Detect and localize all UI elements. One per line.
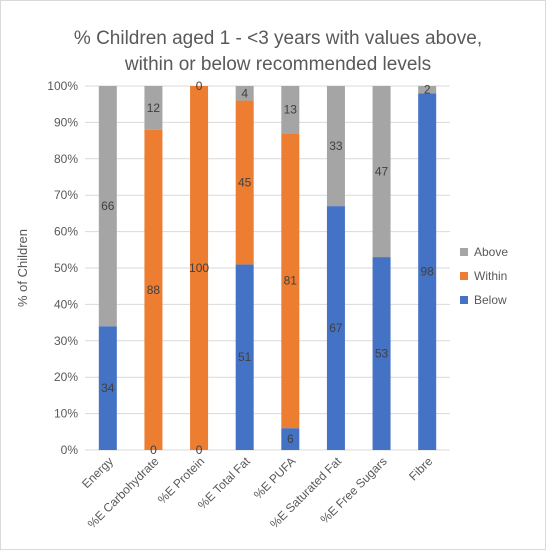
chart-title-line-1: % Children aged 1 - <3 years with values…	[74, 28, 482, 49]
bar-segment-within	[190, 86, 209, 450]
data-label-below: 67	[329, 321, 343, 335]
legend-label-below: Below	[474, 293, 507, 307]
data-label-below: 51	[238, 350, 252, 364]
x-tick-label: Energy	[79, 454, 116, 491]
data-label-above: 66	[101, 199, 115, 213]
y-tick-label: 60%	[54, 225, 78, 239]
y-tick-label: 90%	[54, 115, 78, 129]
y-tick-labels: 0% 10% 20% 30% 40% 50% 60% 70% 80% 90% 100%	[47, 79, 78, 457]
bar-segment-within	[281, 133, 300, 429]
y-tick-label: 20%	[54, 370, 78, 384]
bar-segment-below	[98, 326, 117, 450]
data-label-within: 88	[147, 283, 161, 297]
y-tick-label: 70%	[54, 188, 78, 202]
y-tick-label: 30%	[54, 334, 78, 348]
data-label-below: 0	[196, 443, 203, 457]
y-tick-label: 40%	[54, 297, 78, 311]
y-tick-label: 50%	[54, 261, 78, 275]
data-label-within: 100	[189, 261, 209, 275]
bar-segment-above	[281, 86, 300, 134]
bar-segment-within	[235, 100, 254, 265]
data-label-below: 98	[421, 265, 435, 279]
y-tick-label: 100%	[47, 79, 78, 93]
x-tick-labels: Energy%E Carbohydrate%E Protein%E Total …	[79, 454, 435, 531]
legend-swatch-below	[460, 296, 468, 304]
bar-segment-below	[281, 428, 300, 450]
bar-segment-above	[98, 86, 117, 327]
y-axis-label: % of Children	[15, 229, 30, 307]
data-label-above: 33	[329, 139, 343, 153]
data-label-within: 81	[284, 274, 298, 288]
y-tick-label: 0%	[61, 443, 79, 457]
bar-segment-above	[372, 86, 391, 258]
data-label-above: 2	[424, 83, 431, 97]
bar-segment-within	[144, 129, 163, 450]
bar-segment-below	[418, 93, 437, 450]
bar-segment-below	[235, 264, 254, 450]
data-label-within: 45	[238, 175, 252, 189]
bar-segment-above	[326, 86, 345, 207]
bar-segment-below	[326, 206, 345, 450]
data-labels: 34 66 0 88 12 0 100 0 51 45 4 6 81 13 67 33 53 47 98 2	[101, 79, 434, 457]
data-label-below: 34	[101, 381, 115, 395]
x-tick-label: %E PUFA	[251, 454, 299, 502]
data-label-below: 6	[287, 432, 294, 446]
bar-segment-below	[372, 257, 391, 450]
bar-segment-above	[144, 86, 163, 130]
legend-label-within: Within	[474, 269, 507, 283]
legend-swatch-within	[460, 272, 468, 280]
y-tick-label: 80%	[54, 152, 78, 166]
data-label-above: 0	[196, 79, 203, 93]
legend: Above Within Below	[460, 245, 508, 307]
gridlines	[85, 85, 450, 451]
x-tick-label: Fibre	[406, 454, 435, 483]
y-tick-label: 10%	[54, 407, 78, 421]
data-label-below: 53	[375, 347, 389, 361]
data-label-above: 4	[241, 86, 248, 100]
bar-segment-above	[418, 86, 437, 94]
data-label-below: 0	[150, 443, 157, 457]
data-label-above: 12	[147, 101, 161, 115]
data-label-above: 13	[284, 103, 298, 117]
legend-label-above: Above	[474, 245, 508, 259]
chart-title-line-2: within or below recommended levels	[124, 54, 431, 75]
legend-swatch-above	[460, 248, 468, 256]
data-label-above: 47	[375, 165, 389, 179]
bar-segment-above	[235, 86, 254, 101]
bars	[98, 86, 437, 450]
